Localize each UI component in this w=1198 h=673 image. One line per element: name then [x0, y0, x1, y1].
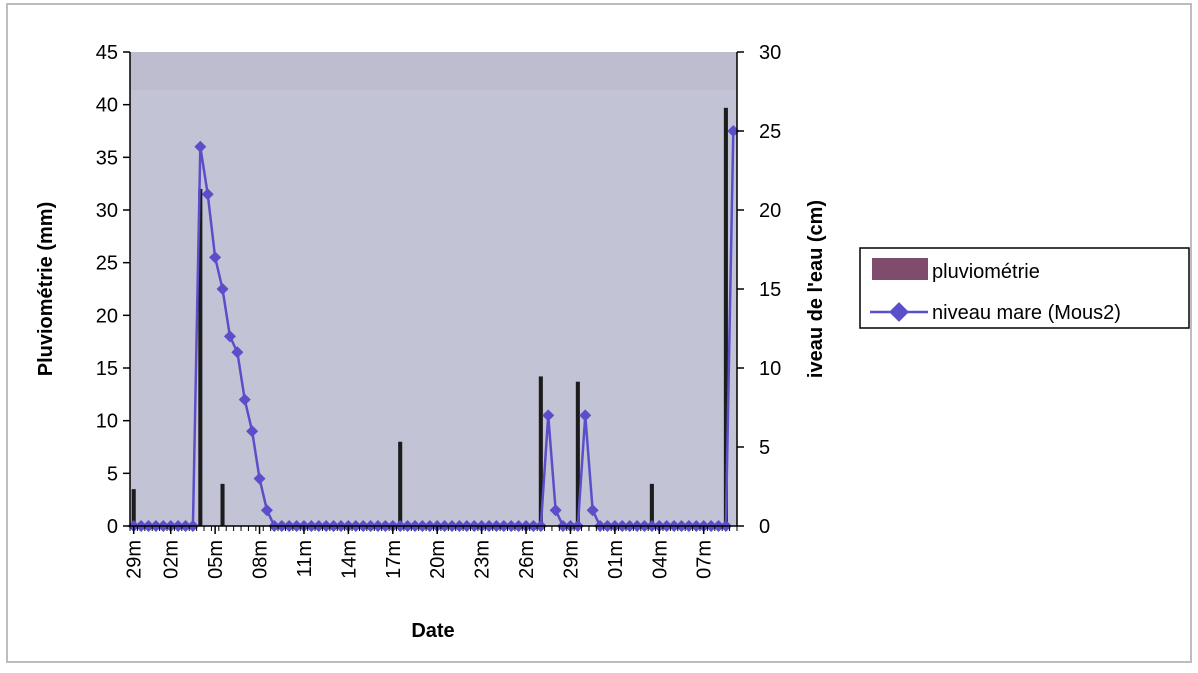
point-niveau-mare — [549, 504, 562, 517]
x-tick-label: 17m — [383, 540, 405, 579]
bars-layer — [131, 107, 728, 527]
x-tick-label: 26m — [516, 540, 538, 579]
point-niveau-mare — [231, 346, 244, 359]
bar-pluviometrie — [723, 107, 728, 527]
right-axis-ticks: 0 5 10 15 20 25 30 — [737, 42, 781, 538]
x-tick-label: 01m — [605, 540, 627, 579]
bar-pluviometrie — [538, 376, 543, 526]
x-tick-label: 04m — [649, 540, 671, 579]
x-tick-label: 05m — [205, 540, 227, 579]
bar-pluviometrie — [398, 441, 403, 526]
y-left-tick-label: 20 — [96, 305, 118, 327]
y-right-tick-label: 0 — [759, 516, 770, 538]
point-niveau-mare — [223, 330, 236, 343]
y-axis-right-title: iveau de l'eau (cm) — [805, 200, 827, 378]
bar-pluviometrie — [575, 381, 580, 526]
plot-area — [130, 52, 737, 526]
x-tick-label: 20m — [427, 540, 449, 579]
y-left-tick-label: 5 — [107, 463, 118, 485]
y-left-tick-label: 0 — [107, 516, 118, 538]
y-left-tick-label: 15 — [96, 358, 118, 380]
y-axis-left-title: Pluviométrie (mm) — [35, 202, 57, 376]
point-niveau-mare — [246, 425, 259, 438]
point-niveau-mare — [542, 409, 555, 422]
legend-swatch-niveau-marker — [889, 302, 909, 322]
bar-pluviometrie — [220, 483, 225, 526]
x-tick-label: 02m — [161, 540, 183, 579]
point-niveau-mare — [253, 472, 266, 485]
y-right-tick-label: 15 — [759, 279, 781, 301]
y-left-tick-label: 30 — [96, 200, 118, 222]
bar-pluviometrie — [198, 188, 203, 526]
legend: pluviométrie niveau mare (Mous2) — [859, 247, 1190, 329]
x-tick-label: 14m — [338, 540, 360, 579]
y-left-tick-label: 10 — [96, 411, 118, 433]
x-tick-label: 08m — [250, 540, 272, 579]
y-right-tick-label: 5 — [759, 437, 770, 459]
x-tick-label: 23m — [472, 540, 494, 579]
x-tick-label: 11m — [294, 540, 316, 577]
point-niveau-mare — [216, 283, 229, 295]
y-left-tick-label: 35 — [96, 147, 118, 169]
point-niveau-mare — [194, 140, 207, 153]
point-niveau-mare — [238, 393, 251, 406]
bar-pluviometrie — [131, 489, 136, 526]
legend-label-niveau: niveau mare (Mous2) — [932, 302, 1121, 324]
point-niveau-mare — [260, 504, 273, 517]
y-right-tick-label: 10 — [759, 358, 781, 380]
point-niveau-mare — [201, 188, 214, 201]
bar-pluviometrie — [649, 483, 654, 526]
point-niveau-mare — [579, 409, 592, 422]
legend-label-pluviometrie: pluviométrie — [932, 261, 1040, 283]
x-axis-ticks: 29m 02m 05m 08m 11m 14m 17m 20m 23m 26m 29m 01m 04m 0… — [124, 526, 738, 579]
left-axis-ticks: 0 5 10 15 20 25 30 35 40 45 — [96, 42, 130, 538]
x-tick-label: 29m — [560, 540, 582, 579]
legend-swatch-pluviometrie — [872, 258, 928, 280]
y-left-tick-label: 45 — [96, 42, 118, 64]
plot-top-band — [130, 52, 737, 90]
x-tick-label: 07m — [694, 540, 716, 579]
y-right-tick-label: 20 — [759, 200, 781, 222]
y-left-tick-label: 40 — [96, 95, 118, 117]
y-right-tick-label: 30 — [759, 42, 781, 64]
x-axis-title: Date — [411, 620, 454, 642]
y-left-tick-label: 25 — [96, 253, 118, 275]
x-tick-label: 29m — [124, 540, 146, 579]
y-right-tick-label: 25 — [759, 121, 781, 143]
point-niveau-mare — [209, 251, 222, 264]
point-niveau-mare — [586, 504, 599, 517]
